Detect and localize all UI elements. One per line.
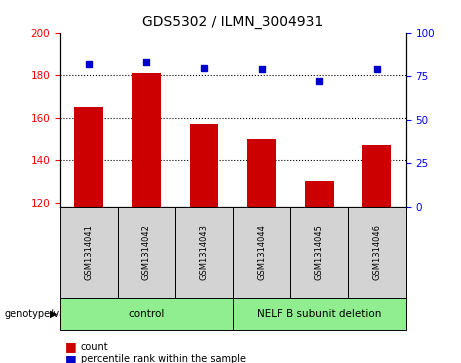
Bar — [132, 73, 161, 207]
Bar — [189, 124, 219, 207]
Title: GDS5302 / ILMN_3004931: GDS5302 / ILMN_3004931 — [142, 15, 324, 29]
Text: count: count — [81, 342, 108, 352]
Text: NELF B subunit deletion: NELF B subunit deletion — [257, 309, 381, 319]
Text: GSM1314045: GSM1314045 — [315, 224, 324, 280]
Bar — [74, 107, 103, 207]
Bar — [362, 145, 391, 207]
Text: GSM1314044: GSM1314044 — [257, 224, 266, 280]
Text: control: control — [128, 309, 165, 319]
Bar — [305, 182, 334, 207]
Text: GSM1314041: GSM1314041 — [84, 224, 93, 280]
Text: ▶: ▶ — [50, 309, 58, 319]
Bar — [247, 139, 276, 207]
Text: GSM1314043: GSM1314043 — [200, 224, 208, 280]
Text: ■: ■ — [65, 353, 76, 363]
Text: GSM1314046: GSM1314046 — [372, 224, 381, 280]
Text: ■: ■ — [65, 340, 76, 353]
Text: percentile rank within the sample: percentile rank within the sample — [81, 354, 246, 363]
Text: GSM1314042: GSM1314042 — [142, 224, 151, 280]
Text: genotype/variation: genotype/variation — [5, 309, 97, 319]
